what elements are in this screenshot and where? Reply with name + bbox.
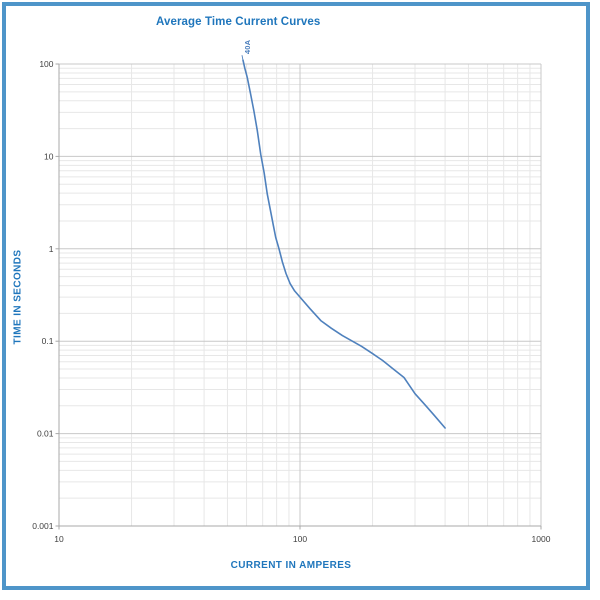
y-axis-tick-labels: 100 10 1 0.1 0.01 0.001	[32, 59, 54, 531]
curve-label-40a: 40A	[243, 39, 252, 54]
x-axis-title: CURRENT IN AMPERES	[230, 560, 352, 571]
svg-text:10: 10	[44, 151, 54, 161]
svg-text:10: 10	[54, 534, 64, 544]
axis-tick-marks	[55, 63, 542, 530]
plot-area: 10 100 1000 100 10 1 0.1 0.01 0.001 40A	[32, 39, 551, 544]
x-axis-tick-labels: 10 100 1000	[54, 534, 550, 544]
svg-text:100: 100	[293, 534, 307, 544]
svg-text:0.01: 0.01	[37, 429, 54, 439]
svg-text:100: 100	[39, 59, 53, 69]
svg-text:0.1: 0.1	[42, 336, 54, 346]
svg-text:1000: 1000	[532, 534, 551, 544]
curve-label-leader-line	[241, 55, 244, 61]
chart-title: Average Time Current Curves	[156, 16, 321, 28]
svg-text:0.001: 0.001	[32, 521, 54, 531]
curve-40a-line	[242, 59, 446, 429]
svg-text:1: 1	[49, 244, 54, 254]
chart-frame-border: Average Time Current Curves TIME IN SECO…	[2, 2, 590, 590]
